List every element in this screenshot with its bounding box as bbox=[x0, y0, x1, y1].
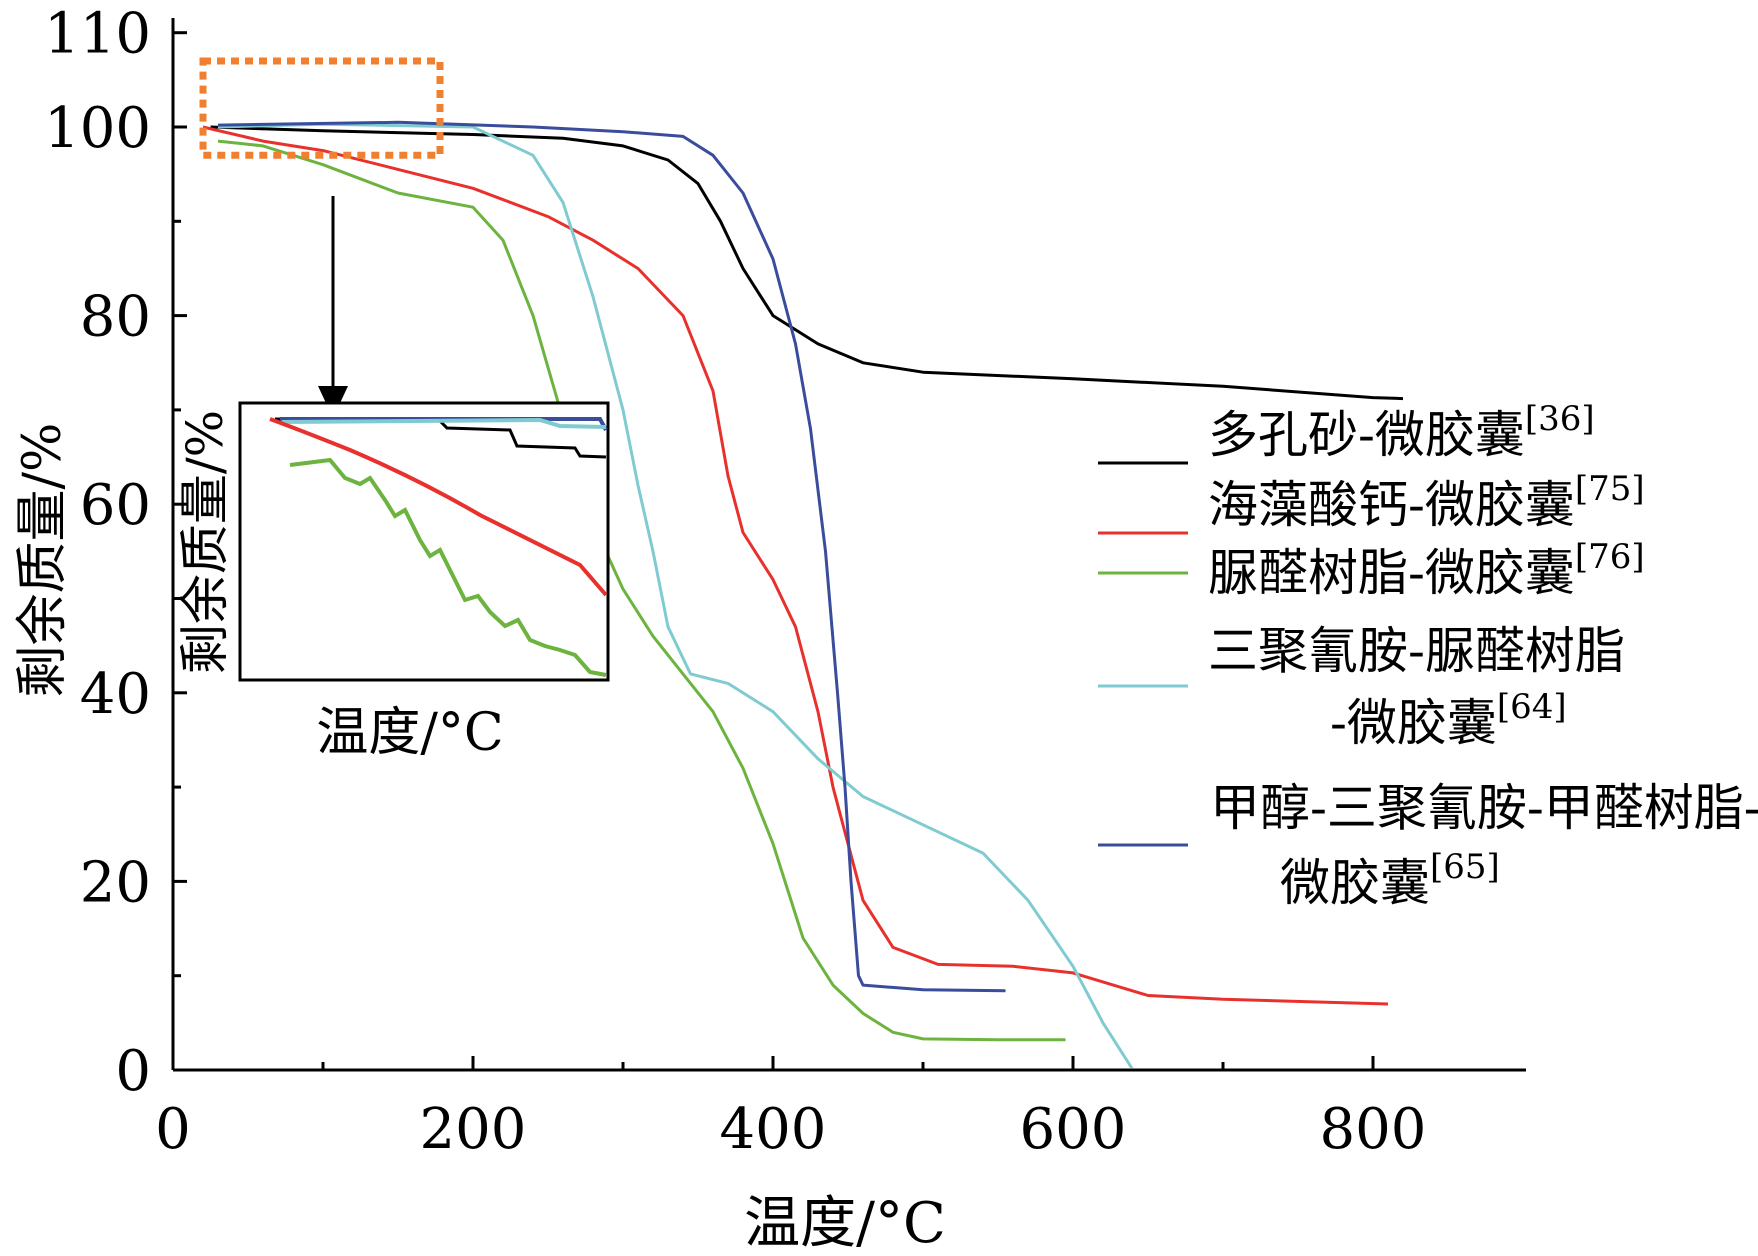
legend-label-line1: 甲醇-三聚氰胺-甲醛树脂- bbox=[1210, 779, 1758, 837]
series-line-1 bbox=[202, 125, 1389, 1006]
x-tick-label: 400 bbox=[720, 1097, 827, 1162]
legend-item-urea-formaldehyde: 脲醛树脂-微胶囊[76] bbox=[1098, 537, 1645, 602]
y-tick-label: 80 bbox=[80, 285, 151, 350]
series-line-0 bbox=[210, 125, 1404, 401]
inset-x-label: 温度/°C bbox=[316, 703, 503, 763]
inset-line-red bbox=[269, 417, 608, 597]
inset-series-layer bbox=[269, 417, 608, 677]
legend-label-line2: -微胶囊[64] bbox=[1330, 687, 1567, 752]
legend-item-methanol-melamine: 甲醇-三聚氰胺-甲醛树脂- 微胶囊[65] bbox=[1098, 779, 1758, 912]
y-tick-label: 110 bbox=[44, 2, 151, 67]
x-tick-label: 0 bbox=[155, 1097, 191, 1162]
axis-ticks: 0 200 400 600 800 0 20 40 60 80 100 110 bbox=[44, 2, 1426, 1162]
zoom-highlight-box bbox=[199, 57, 444, 159]
x-tick-label: 800 bbox=[1320, 1097, 1427, 1162]
y-tick-label: 60 bbox=[80, 473, 151, 538]
y-tick-label: 40 bbox=[80, 662, 151, 727]
series-line-3 bbox=[217, 122, 1134, 1068]
legend-label: 脲醛树脂-微胶囊[76] bbox=[1208, 537, 1645, 602]
legend-label-line1: 三聚氰胺-脲醛树脂 bbox=[1208, 622, 1625, 680]
legend-label: 海藻酸钙-微胶囊[75] bbox=[1208, 469, 1645, 534]
legend-item-porous-sand: 多孔砂-微胶囊[36] bbox=[1098, 399, 1595, 465]
y-tick-label: 0 bbox=[115, 1039, 151, 1104]
x-axis-title: 温度/°C bbox=[744, 1191, 946, 1256]
legend-label-line2: 微胶囊[65] bbox=[1280, 847, 1500, 912]
inset-line-green bbox=[289, 457, 607, 677]
inset-frame bbox=[238, 401, 610, 682]
legend-label: 多孔砂-微胶囊[36] bbox=[1208, 399, 1595, 464]
legend: 多孔砂-微胶囊[36] 海藻酸钙-微胶囊[75] 脲醛树脂-微胶囊[76] 三聚… bbox=[1098, 399, 1758, 912]
x-tick-label: 600 bbox=[1020, 1097, 1127, 1162]
y-tick-label: 100 bbox=[44, 96, 151, 161]
y-axis-title: 剩余质量/% bbox=[13, 423, 73, 698]
inset-y-label: 剩余质量/% bbox=[176, 410, 234, 674]
inset-line-cyan bbox=[281, 417, 607, 429]
series-line-4 bbox=[217, 120, 1006, 993]
legend-item-calcium-alginate: 海藻酸钙-微胶囊[75] bbox=[1098, 469, 1645, 535]
inset-line-navy bbox=[280, 417, 608, 431]
x-tick-label: 200 bbox=[420, 1097, 527, 1162]
legend-item-melamine-urea: 三聚氰胺-脲醛树脂 -微胶囊[64] bbox=[1098, 622, 1625, 752]
series-layer bbox=[202, 120, 1404, 1068]
y-tick-label: 20 bbox=[80, 850, 151, 915]
series-line-2 bbox=[217, 139, 1066, 1042]
